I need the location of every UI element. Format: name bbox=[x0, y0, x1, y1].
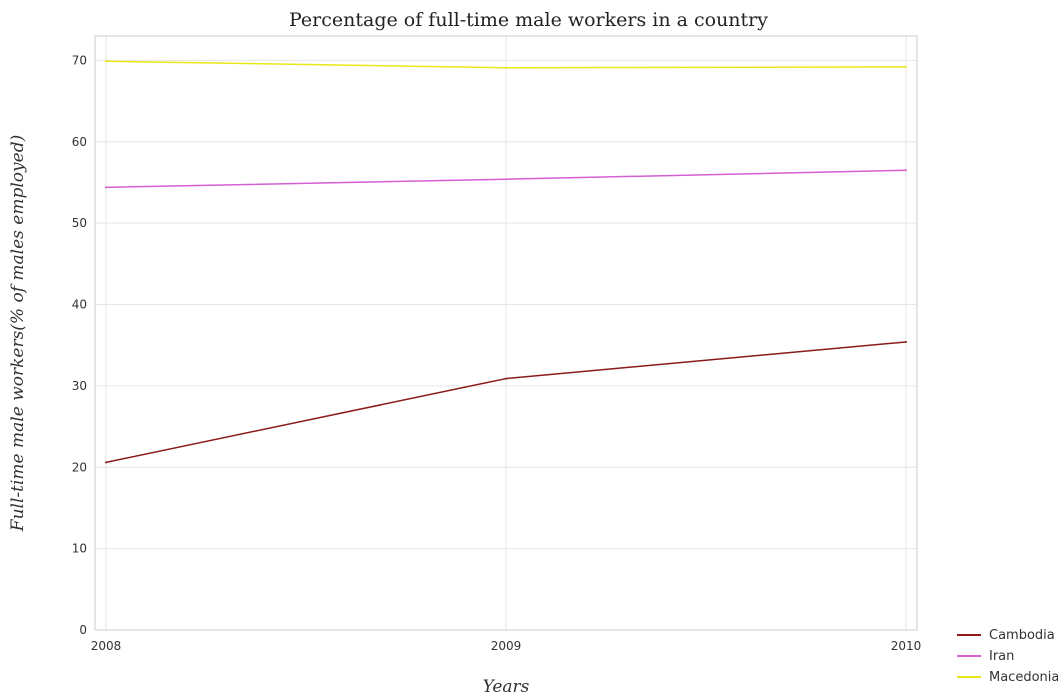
grid bbox=[95, 36, 917, 631]
data-point-macedonia bbox=[105, 60, 107, 63]
y-tick-label: 30 bbox=[72, 379, 87, 393]
legend: Cambodia Iran Macedonia bbox=[957, 628, 1058, 685]
data-point-cambodia bbox=[105, 461, 107, 464]
y-tick-label: 20 bbox=[72, 460, 87, 474]
y-tick-label: 40 bbox=[72, 298, 87, 312]
legend-label: Macedonia bbox=[989, 670, 1058, 685]
x-tick-label: 2008 bbox=[91, 639, 122, 653]
plot-frame bbox=[94, 35, 918, 631]
x-tick-label: 2010 bbox=[891, 639, 922, 653]
y-tick-label: 70 bbox=[72, 53, 87, 67]
x-tick-label: 2009 bbox=[491, 639, 522, 653]
legend-label: Cambodia bbox=[989, 628, 1055, 643]
y-tick-label: 10 bbox=[72, 542, 87, 556]
legend-label: Iran bbox=[989, 649, 1014, 664]
series-lines bbox=[105, 60, 907, 464]
y-axis-label: Full-time male workers(% of males employ… bbox=[8, 135, 28, 532]
data-point-cambodia bbox=[505, 377, 507, 380]
y-tick-label: 0 bbox=[79, 623, 87, 637]
x-axis-label: Years bbox=[483, 677, 530, 697]
data-point-iran bbox=[905, 169, 907, 172]
y-tick-label: 50 bbox=[72, 216, 87, 230]
data-point-macedonia bbox=[505, 66, 507, 69]
data-point-macedonia bbox=[905, 65, 907, 68]
y-tick-label: 60 bbox=[72, 135, 87, 149]
data-point-cambodia bbox=[905, 340, 907, 343]
axis-ticks: 0 10 20 30 40 50 60 70 2008 2009 2010 bbox=[72, 53, 922, 653]
data-point-iran bbox=[105, 186, 107, 189]
data-point-iran bbox=[505, 178, 507, 181]
chart-title: Percentage of full-time male workers in … bbox=[289, 9, 768, 31]
